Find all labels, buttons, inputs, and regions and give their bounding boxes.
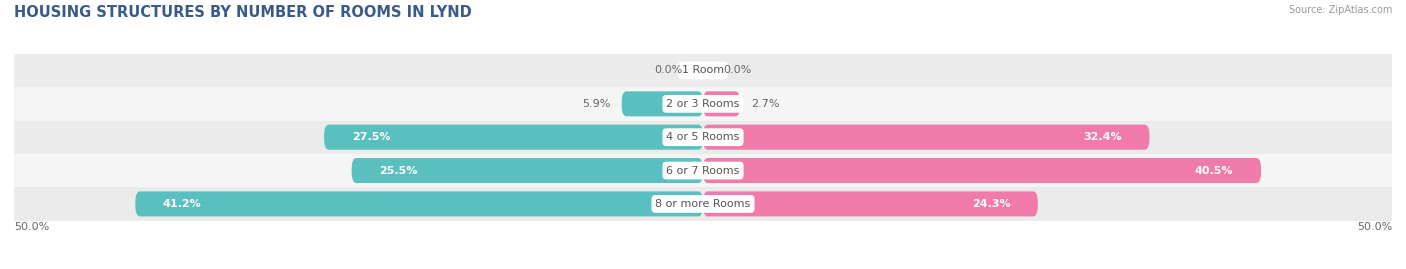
Text: 5.9%: 5.9% xyxy=(582,99,610,109)
Bar xyxy=(14,121,1392,154)
Text: 4 or 5 Rooms: 4 or 5 Rooms xyxy=(666,132,740,142)
Text: 8 or more Rooms: 8 or more Rooms xyxy=(655,199,751,209)
FancyBboxPatch shape xyxy=(621,91,703,116)
Text: 32.4%: 32.4% xyxy=(1083,132,1122,142)
FancyBboxPatch shape xyxy=(703,91,740,116)
Text: 41.2%: 41.2% xyxy=(163,199,201,209)
Bar xyxy=(14,154,1392,187)
Text: 27.5%: 27.5% xyxy=(352,132,389,142)
Text: 50.0%: 50.0% xyxy=(14,222,49,232)
Bar xyxy=(14,187,1392,221)
Bar xyxy=(14,87,1392,121)
Text: 24.3%: 24.3% xyxy=(972,199,1011,209)
Text: 2.7%: 2.7% xyxy=(751,99,780,109)
Text: 1 Room: 1 Room xyxy=(682,65,724,76)
FancyBboxPatch shape xyxy=(703,192,1038,217)
Text: Source: ZipAtlas.com: Source: ZipAtlas.com xyxy=(1288,5,1392,15)
FancyBboxPatch shape xyxy=(323,125,703,150)
FancyBboxPatch shape xyxy=(703,125,1150,150)
FancyBboxPatch shape xyxy=(352,158,703,183)
Text: 25.5%: 25.5% xyxy=(380,165,418,176)
Bar xyxy=(14,54,1392,87)
Text: 0.0%: 0.0% xyxy=(724,65,752,76)
FancyBboxPatch shape xyxy=(135,192,703,217)
Text: HOUSING STRUCTURES BY NUMBER OF ROOMS IN LYND: HOUSING STRUCTURES BY NUMBER OF ROOMS IN… xyxy=(14,5,472,20)
Text: 40.5%: 40.5% xyxy=(1195,165,1233,176)
FancyBboxPatch shape xyxy=(703,158,1261,183)
Text: 6 or 7 Rooms: 6 or 7 Rooms xyxy=(666,165,740,176)
Text: 0.0%: 0.0% xyxy=(654,65,682,76)
Text: 50.0%: 50.0% xyxy=(1357,222,1392,232)
Text: 2 or 3 Rooms: 2 or 3 Rooms xyxy=(666,99,740,109)
